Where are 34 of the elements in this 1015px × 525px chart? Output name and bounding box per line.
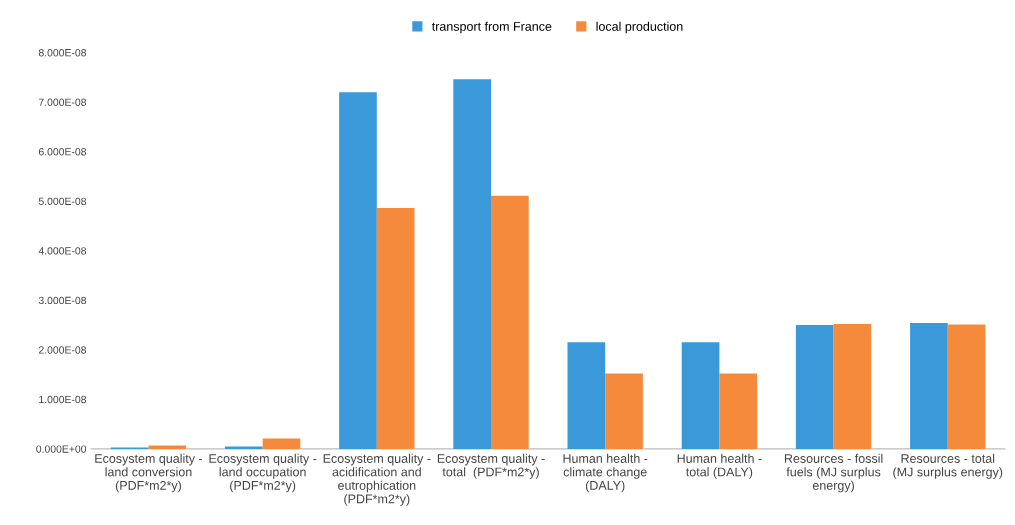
bar — [833, 324, 872, 449]
y-tick-label: 3.000E-08 — [38, 296, 87, 305]
bar — [795, 325, 834, 449]
bar — [148, 445, 187, 449]
bar — [376, 208, 415, 449]
bar — [262, 438, 301, 449]
bar — [910, 323, 948, 449]
bar — [339, 92, 377, 449]
bar — [947, 324, 986, 449]
bar — [605, 373, 643, 449]
bar — [681, 342, 720, 449]
y-tick-label: 0.000E+00 — [36, 445, 87, 453]
y-tick-label: 6.000E-08 — [38, 148, 87, 156]
x-tick-label: Ecosystem quality - total (PDF*m2*y) — [437, 453, 545, 479]
y-tick-label: 7.000E-08 — [38, 98, 87, 106]
bar — [567, 342, 606, 449]
x-tick-label: Resources - total (MJ surplus energy) — [893, 453, 1003, 479]
bar — [453, 79, 492, 449]
x-tick-label: Ecosystem quality - acidification and eutrophication (PDF*m2*y) — [323, 453, 431, 506]
y-tick-label: 2.000E-08 — [38, 346, 87, 354]
x-tick-label: Human health - total (DALY) — [677, 453, 762, 479]
x-tick-label: Human health - climate change (DALY) — [563, 453, 648, 493]
x-tick-label: Resources - fossil fuels (MJ surplus energy) — [784, 453, 883, 493]
y-tick-label: 5.000E-08 — [38, 197, 87, 206]
x-tick-label: Ecosystem quality - land occupation (PDF*m2*y) — [209, 453, 317, 493]
legend-label: transport from France — [431, 21, 552, 34]
y-tick-label: 4.000E-08 — [38, 247, 87, 255]
bar — [491, 195, 529, 449]
x-tick-label: Ecosystem quality - land conversion (PDF*m2*y) — [95, 453, 203, 493]
y-tick-label: 1.000E-08 — [39, 395, 87, 404]
legend-label: local production — [596, 21, 683, 34]
bar — [224, 446, 263, 449]
y-tick-label: 8.000E-08 — [38, 49, 87, 57]
bar — [719, 373, 758, 449]
